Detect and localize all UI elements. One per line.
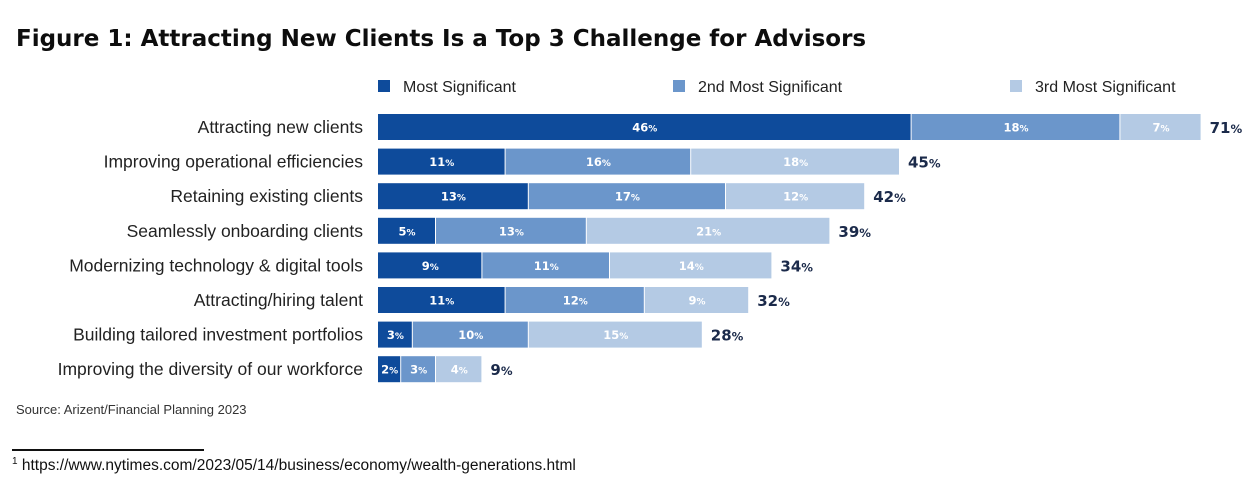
segment-value-label: 9%: [422, 259, 439, 273]
bar-segment-most-significant: [378, 148, 505, 175]
bar-segment-most-significant: [378, 321, 412, 348]
total-value-label: 39%: [838, 223, 871, 241]
legend-item-3rd-most-significant: 3rd Most Significant: [1010, 79, 1176, 96]
bar-segment-3rd-most-significant: [691, 148, 899, 175]
segment-value-label: 21%: [696, 224, 721, 238]
footnote: 1 https://www.nytimes.com/2023/05/14/bus…: [12, 456, 576, 475]
segment-value-label: 11%: [429, 155, 454, 169]
bar-segment-3rd-most-significant: [436, 356, 482, 383]
bar-row-retaining-existing-clients: Retaining existing clients 13% 17% 12% 42%: [170, 183, 906, 210]
segment-value-label: 12%: [783, 190, 808, 204]
segment-value-label: 10%: [458, 328, 483, 342]
chart-rows: Attracting new clients 46% 18% 7% 71% Improvi…: [58, 114, 1243, 383]
bar-segment-3rd-most-significant: [586, 217, 830, 244]
bar-segment-3rd-most-significant: [726, 183, 865, 210]
segment-value-label: 15%: [603, 328, 628, 342]
segment-value-label: 17%: [615, 190, 640, 204]
bar-segment-3rd-most-significant: [528, 321, 702, 348]
legend-item-2nd-most-significant: 2nd Most Significant: [673, 79, 843, 96]
legend: Most Significant 2nd Most Significant 3rd …: [378, 79, 1176, 96]
bar-segment-most-significant: [378, 217, 435, 244]
bar-segment-2nd-most-significant: [482, 252, 609, 279]
segment-value-label: 18%: [1003, 121, 1028, 135]
bar-row-building-tailored-investment-portfolios: Building tailored investment portfolios 3…: [73, 321, 744, 348]
legend-swatch: [378, 80, 390, 92]
category-label: Seamlessly onboarding clients: [127, 221, 364, 241]
total-value-label: 42%: [873, 188, 906, 206]
bar-row-improving-operational-efficiencies: Improving operational efficiencies 11% 16%…: [104, 148, 941, 175]
total-value-label: 9%: [490, 361, 512, 379]
category-label: Attracting/hiring talent: [194, 290, 363, 310]
source-note: Source: Arizent/Financial Planning 2023: [16, 402, 247, 417]
segment-value-label: 18%: [783, 155, 808, 169]
legend-swatch: [673, 80, 685, 92]
total-value-label: 45%: [908, 154, 941, 172]
category-label: Modernizing technology & digital tools: [69, 255, 363, 275]
bar-segment-2nd-most-significant: [401, 356, 435, 383]
bar-segment-3rd-most-significant: [644, 287, 749, 313]
segment-value-label: 13%: [499, 224, 524, 238]
bar-row-attracting-hiring-talent: Attracting/hiring talent 11% 12% 9% 32%: [194, 287, 790, 313]
total-value-label: 28%: [711, 327, 744, 345]
segment-value-label: 11%: [429, 294, 454, 308]
segment-value-label: 4%: [451, 363, 468, 377]
category-label: Improving operational efficiencies: [104, 152, 364, 172]
bar-segment-most-significant: [378, 114, 911, 140]
segment-value-label: 3%: [410, 363, 427, 377]
segment-value-label: 3%: [387, 328, 404, 342]
segment-value-label: 46%: [632, 121, 657, 135]
segment-value-label: 11%: [534, 259, 559, 273]
legend-swatch: [1010, 80, 1022, 92]
bar-segment-2nd-most-significant: [505, 148, 691, 175]
legend-label: Most Significant: [403, 79, 516, 96]
total-value-label: 71%: [1210, 119, 1243, 137]
bar-segment-most-significant: [378, 356, 401, 383]
chart-title: Figure 1: Attracting New Clients Is a To…: [16, 26, 867, 52]
footnote-marker: 1: [12, 456, 18, 467]
bar-segment-most-significant: [378, 183, 528, 210]
segment-value-label: 2%: [381, 363, 398, 377]
legend-label: 3rd Most Significant: [1035, 79, 1176, 96]
bar-segment-most-significant: [378, 252, 482, 279]
footnote-divider: [12, 449, 204, 451]
total-value-label: 34%: [780, 257, 813, 275]
bar-segment-2nd-most-significant: [436, 217, 586, 244]
bar-row-seamlessly-onboarding-clients: Seamlessly onboarding clients 5% 13% 21% 39%: [127, 217, 871, 244]
segment-value-label: 7%: [1152, 121, 1169, 135]
total-value-label: 32%: [757, 292, 790, 310]
legend-label: 2nd Most Significant: [698, 79, 843, 96]
segment-value-label: 13%: [441, 190, 466, 204]
bar-segment-most-significant: [378, 287, 505, 313]
bar-segment-3rd-most-significant: [610, 252, 772, 279]
bar-row-modernizing-technology-digital-tools: Modernizing technology & digital tools 9%…: [69, 252, 813, 279]
segment-value-label: 16%: [586, 155, 611, 169]
legend-item-most-significant: Most Significant: [378, 79, 516, 96]
category-label: Building tailored investment portfolios: [73, 325, 363, 345]
segment-value-label: 9%: [688, 294, 705, 308]
category-label: Improving the diversity of our workforce: [58, 359, 363, 379]
bar-segment-2nd-most-significant: [911, 114, 1120, 140]
category-label: Retaining existing clients: [170, 186, 363, 206]
bar-row-attracting-new-clients: Attracting new clients 46% 18% 7% 71%: [198, 114, 1243, 140]
bar-segment-2nd-most-significant: [412, 321, 528, 348]
bar-segment-2nd-most-significant: [528, 183, 725, 210]
category-label: Attracting new clients: [198, 117, 364, 137]
bar-segment-2nd-most-significant: [505, 287, 644, 313]
segment-value-label: 12%: [563, 294, 588, 308]
segment-value-label: 14%: [679, 259, 704, 273]
segment-value-label: 5%: [398, 224, 415, 238]
stacked-bar-chart: Most Significant 2nd Most Significant 3rd …: [58, 79, 1243, 383]
bar-row-improving-the-diversity-of-our-workforce: Improving the diversity of our workforce…: [58, 356, 513, 383]
bar-segment-3rd-most-significant: [1120, 114, 1201, 140]
footnote-text: https://www.nytimes.com/2023/05/14/busin…: [17, 457, 576, 475]
